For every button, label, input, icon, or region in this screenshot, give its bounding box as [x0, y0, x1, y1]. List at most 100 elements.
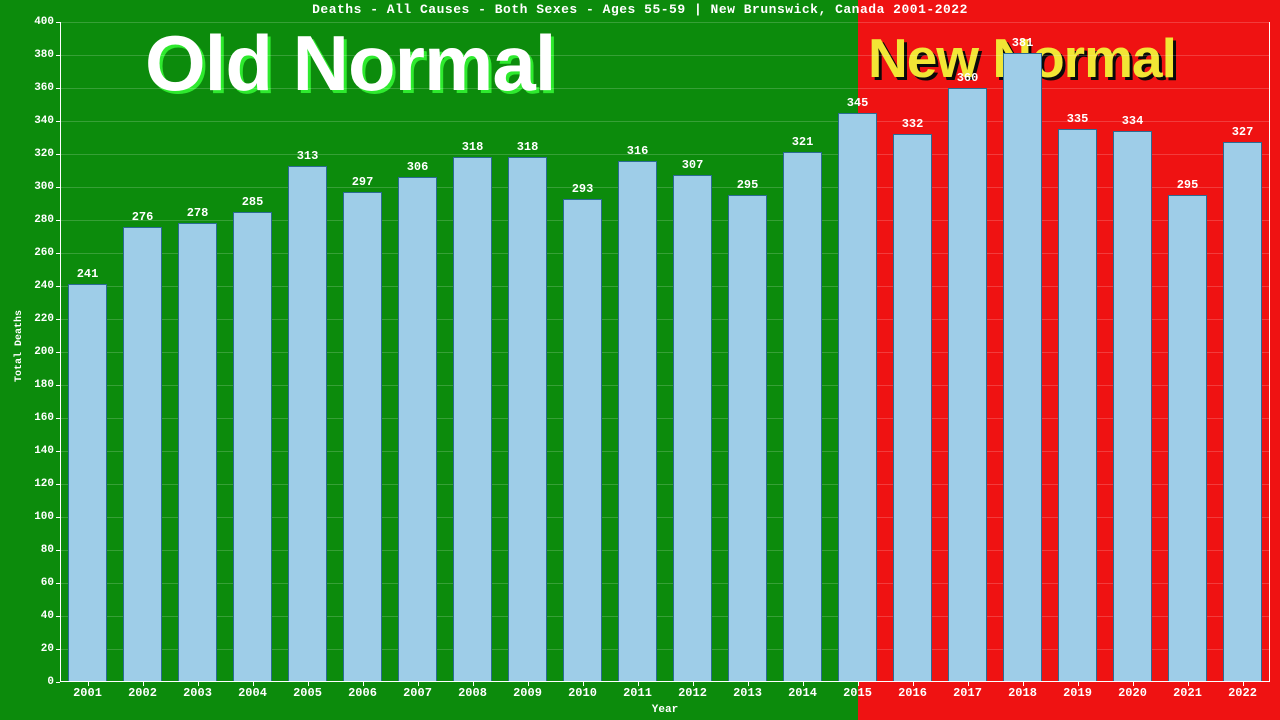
xtick-label: 2009 — [513, 686, 542, 700]
bar — [343, 192, 382, 682]
bar-value-label: 306 — [407, 160, 429, 174]
bar — [838, 113, 877, 682]
xtick-label: 2017 — [953, 686, 982, 700]
chart-root: Deaths - All Causes - Both Sexes - Ages … — [0, 0, 1280, 720]
plot-area: 0204060801001201401601802002202402602803… — [60, 22, 1270, 682]
ytick-label: 200 — [34, 346, 54, 358]
bar-value-label: 278 — [187, 206, 209, 220]
ytick-label: 80 — [41, 544, 54, 556]
ytick-label: 160 — [34, 412, 54, 424]
xtick-label: 2002 — [128, 686, 157, 700]
xtick-label: 2016 — [898, 686, 927, 700]
bar — [68, 284, 107, 682]
bar — [618, 161, 657, 682]
gridline — [60, 88, 1270, 89]
xtick-label: 2005 — [293, 686, 322, 700]
xtick-label: 2014 — [788, 686, 817, 700]
gridline — [60, 55, 1270, 56]
ytick-label: 380 — [34, 49, 54, 61]
ytick-label: 400 — [34, 16, 54, 28]
gridline — [60, 22, 1270, 23]
xtick-label: 2003 — [183, 686, 212, 700]
bar-value-label: 381 — [1012, 36, 1034, 50]
bar — [1113, 131, 1152, 682]
xtick-label: 2001 — [73, 686, 102, 700]
bar — [1168, 195, 1207, 682]
xtick-label: 2020 — [1118, 686, 1147, 700]
bar — [673, 175, 712, 682]
xtick-label: 2004 — [238, 686, 267, 700]
bar — [508, 157, 547, 682]
ytick-label: 320 — [34, 148, 54, 160]
ytick-label: 260 — [34, 247, 54, 259]
ytick-label: 340 — [34, 115, 54, 127]
bar-value-label: 276 — [132, 210, 154, 224]
bar — [783, 152, 822, 682]
x-axis-line — [60, 681, 1270, 682]
ytick-label: 140 — [34, 445, 54, 457]
bar-value-label: 241 — [77, 267, 99, 281]
y-axis-line-left — [60, 22, 61, 682]
bar-value-label: 318 — [462, 140, 484, 154]
xtick-label: 2011 — [623, 686, 652, 700]
bar-value-label: 327 — [1232, 125, 1254, 139]
ytick-label: 180 — [34, 379, 54, 391]
xtick-label: 2012 — [678, 686, 707, 700]
y-axis-title: Total Deaths — [14, 310, 25, 382]
ytick-label: 100 — [34, 511, 54, 523]
bar — [453, 157, 492, 682]
x-axis-title: Year — [652, 704, 678, 716]
bar — [563, 199, 602, 682]
bar-value-label: 293 — [572, 182, 594, 196]
xtick-label: 2010 — [568, 686, 597, 700]
bar-value-label: 313 — [297, 149, 319, 163]
bar — [893, 134, 932, 682]
xtick-label: 2007 — [403, 686, 432, 700]
bar — [178, 223, 217, 682]
gridline — [60, 121, 1270, 122]
bar-value-label: 360 — [957, 71, 979, 85]
bar — [233, 212, 272, 682]
ytick-label: 120 — [34, 478, 54, 490]
ytick-label: 300 — [34, 181, 54, 193]
bar-value-label: 335 — [1067, 112, 1089, 126]
ytick-label: 280 — [34, 214, 54, 226]
bar-value-label: 321 — [792, 135, 814, 149]
xtick-label: 2008 — [458, 686, 487, 700]
xtick-label: 2019 — [1063, 686, 1092, 700]
bar-value-label: 316 — [627, 144, 649, 158]
ytick-label: 20 — [41, 643, 54, 655]
bar — [1003, 53, 1042, 682]
ytick-label: 0 — [47, 676, 54, 688]
ytick-mark — [56, 682, 60, 683]
bar — [288, 166, 327, 682]
bar-value-label: 332 — [902, 117, 924, 131]
bar-value-label: 297 — [352, 175, 374, 189]
bar — [1223, 142, 1262, 682]
chart-title: Deaths - All Causes - Both Sexes - Ages … — [0, 2, 1280, 17]
bar-value-label: 307 — [682, 158, 704, 172]
bar-value-label: 345 — [847, 96, 869, 110]
bar — [123, 227, 162, 682]
xtick-label: 2013 — [733, 686, 762, 700]
bar-value-label: 295 — [1177, 178, 1199, 192]
ytick-label: 60 — [41, 577, 54, 589]
xtick-label: 2015 — [843, 686, 872, 700]
bar — [398, 177, 437, 682]
xtick-label: 2021 — [1173, 686, 1202, 700]
ytick-label: 220 — [34, 313, 54, 325]
xtick-label: 2018 — [1008, 686, 1037, 700]
ytick-label: 240 — [34, 280, 54, 292]
bar-value-label: 285 — [242, 195, 264, 209]
ytick-label: 40 — [41, 610, 54, 622]
bar-value-label: 295 — [737, 178, 759, 192]
bar — [728, 195, 767, 682]
y-axis-line-right — [1269, 22, 1270, 682]
bar — [948, 88, 987, 682]
xtick-label: 2006 — [348, 686, 377, 700]
bar — [1058, 129, 1097, 682]
bar-value-label: 318 — [517, 140, 539, 154]
xtick-label: 2022 — [1228, 686, 1257, 700]
bar-value-label: 334 — [1122, 114, 1144, 128]
ytick-label: 360 — [34, 82, 54, 94]
